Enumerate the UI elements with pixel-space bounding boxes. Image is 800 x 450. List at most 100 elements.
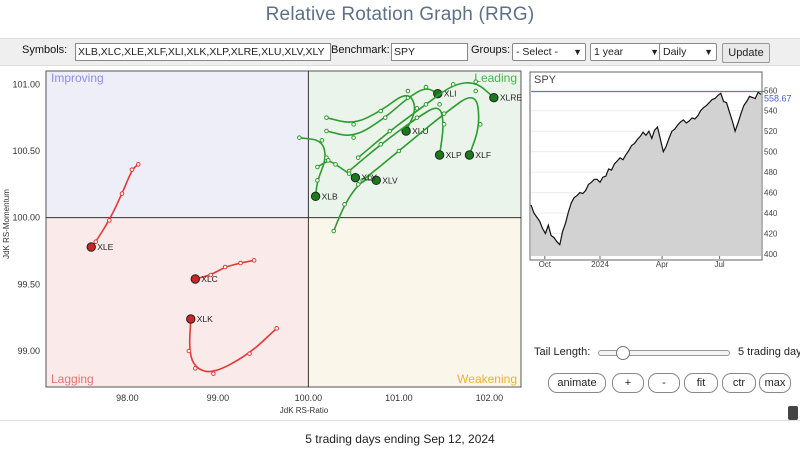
tail-point [414,106,420,111]
spy-price-line [530,91,762,246]
frequency-select[interactable]: Daily ▼ [659,43,717,61]
tail-point [274,326,280,331]
tail-point [251,258,257,263]
tail-point [222,264,228,270]
tail-xli[interactable]: XLI [324,84,457,140]
y-tick-label: 99.00 [17,346,40,356]
tail-point [414,115,420,120]
tail-line [362,96,480,181]
tail-label: XLRE [500,93,523,103]
benchmark-input[interactable]: SPY [391,43,468,61]
spy-price-area [531,92,761,256]
x-tick-label: 98.00 [116,393,139,403]
quadrant-label-weakening: Weakening [457,372,517,386]
rrg-chart-svg: Improving Leading Lagging Weakening JdK … [2,70,523,415]
spy-x-tick-label: Apr [656,260,669,269]
tail-point [297,135,302,140]
rrg-chart: Improving Leading Lagging Weakening JdK … [0,66,526,423]
tail-head[interactable] [86,242,96,252]
tail-xle[interactable]: XLE [86,162,141,252]
zoom-in-button[interactable]: + [612,373,644,393]
tail-point [405,88,411,94]
tail-point [135,162,141,167]
quadrant-label-lagging: Lagging [51,372,94,386]
zoom-out-button[interactable]: - [648,373,680,393]
spy-y-tick-label: 520 [764,127,778,136]
tail-xlre[interactable]: XLRE [355,79,523,160]
fit-button[interactable]: fit [684,373,718,393]
x-tick-label: 102.00 [476,393,504,403]
tail-xlp[interactable]: XLP [346,102,462,174]
quadrant-weakening [308,217,521,387]
tail-head[interactable] [434,150,445,160]
tail-xlf[interactable]: XLF [360,88,491,183]
tail-point [473,88,479,94]
tail-point [355,155,361,160]
tail-point [331,228,337,234]
tail-head[interactable] [433,88,443,99]
spy-x-tick-label: Jul [714,260,724,269]
period-select-value: 1 year [594,46,624,58]
symbols-input[interactable]: XLB,XLC,XLE,XLF,XLI,XLK,XLP,XLRE,XLU,XLV… [75,43,331,61]
plot-frame [45,70,522,388]
quadrant-label-improving: Improving [51,71,104,85]
y-tick-label: 99.50 [17,279,40,289]
symbols-label: Symbols: [22,44,68,56]
tail-point [346,171,352,176]
tail-xlc[interactable]: XLC [190,258,257,284]
tail-label: XLK [197,314,213,324]
animate-button[interactable]: animate [548,373,606,393]
tail-line [357,82,495,159]
groups-select[interactable]: - Select - ▼ [512,43,586,61]
tail-xlk[interactable]: XLK [186,314,280,376]
tail-xly[interactable]: XLY [315,158,378,183]
tail-point [351,135,356,140]
spy-x-tick-label: 2024 [591,260,609,269]
tail-point [324,128,329,134]
tail-point [423,102,429,107]
spy-last-value: 558.67 [764,94,792,104]
page-title: Relative Rotation Graph (RRG) [265,4,535,25]
scroll-indicator[interactable] [788,406,798,420]
footer-divider [0,420,800,421]
update-button[interactable]: Update [722,43,770,63]
tail-length-slider[interactable] [598,346,730,360]
tail-point [355,182,361,187]
center-button[interactable]: ctr [722,373,756,393]
tail-point [315,178,320,183]
tail-point [315,164,320,170]
spy-y-tick-label: 560 [764,86,778,95]
frequency-select-value: Daily [663,46,687,58]
tail-point [396,148,402,154]
tail-head[interactable] [489,92,499,103]
tail-head[interactable] [350,172,361,183]
tail-head[interactable] [310,191,321,202]
tail-xlv[interactable]: XLV [331,175,398,234]
quadrant-label-leading: Leading [474,71,517,85]
tail-head[interactable] [186,314,196,324]
tail-point [378,108,384,114]
tail-length-slider-handle[interactable] [616,346,631,360]
tail-length-value: 5 trading days [738,346,800,358]
tail-head[interactable] [401,126,411,136]
tail-xlb[interactable]: XLB [297,135,338,202]
tail-head[interactable] [371,175,381,186]
tail-length-label: Tail Length: [534,346,591,358]
period-select[interactable]: 1 year ▼ [590,43,663,61]
max-button[interactable]: max [759,373,791,393]
tail-point [186,348,192,354]
tail-label: XLV [382,175,398,185]
x-tick-label: 99.00 [207,393,230,403]
tail-point [351,122,356,127]
spy-y-tick-label: 540 [764,107,778,116]
tail-head[interactable] [190,274,200,284]
groups-select-value: - Select - [516,46,559,58]
tail-head[interactable] [464,150,475,160]
y-tick-label: 100.00 [12,213,40,223]
tail-xlu[interactable]: XLU [324,88,429,136]
tail-label: XLU [412,126,429,136]
tail-point [367,175,373,180]
tail-point [211,371,216,376]
x-tick-label: 100.00 [295,393,323,403]
tail-point [107,218,112,223]
